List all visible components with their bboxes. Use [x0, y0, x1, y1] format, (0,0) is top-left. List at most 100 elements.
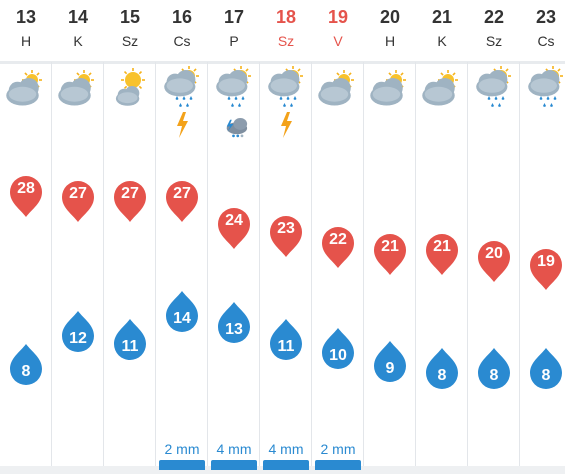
rain-cloud-icon — [521, 66, 565, 146]
min-temperature-value: 9 — [385, 360, 395, 377]
precipitation-amount: 4 mm — [268, 441, 304, 457]
sun-cloud-icon — [105, 66, 155, 146]
min-temperature-marker: 8 — [527, 346, 565, 394]
min-temperature-marker: 8 — [423, 346, 461, 394]
min-temperature-marker: 12 — [59, 309, 97, 357]
precipitation-bar — [315, 460, 361, 470]
max-temperature-value: 27 — [173, 185, 191, 202]
day-column[interactable]: 21 K 21 8 — [416, 0, 468, 474]
column-separator — [363, 62, 364, 466]
min-temperature-value: 12 — [69, 330, 87, 347]
day-column[interactable]: 22 Sz 20 8 — [468, 0, 520, 474]
max-temperature-marker: 22 — [319, 222, 357, 270]
day-column[interactable]: 16 Cs 27 14 2 mm — [156, 0, 208, 474]
max-temperature-marker: 20 — [475, 236, 513, 284]
partly-cloudy-icon — [53, 66, 103, 146]
day-number: 21 — [431, 7, 453, 27]
min-temperature-marker: 8 — [475, 346, 513, 394]
day-number: 14 — [67, 7, 89, 27]
min-temperature-value: 8 — [437, 367, 447, 384]
max-temperature-value: 23 — [277, 220, 295, 237]
day-number: 20 — [379, 7, 401, 27]
column-separator — [155, 62, 156, 466]
max-temperature-value: 20 — [485, 245, 503, 262]
precipitation-amount: 2 mm — [320, 441, 356, 457]
max-temperature-marker: 19 — [527, 244, 565, 292]
day-number: 19 — [327, 7, 349, 27]
max-temperature-marker: 28 — [7, 171, 45, 219]
day-column[interactable]: 15 Sz 27 11 — [104, 0, 156, 474]
day-of-week: Cs — [173, 33, 191, 49]
day-number: 22 — [483, 7, 505, 27]
min-temperature-marker: 14 — [163, 289, 201, 337]
day-number: 23 — [535, 7, 557, 27]
day-column[interactable]: 19 V 22 10 2 mm — [312, 0, 364, 474]
column-separator — [207, 62, 208, 466]
partly-cloudy-icon — [365, 66, 415, 146]
day-column[interactable]: 18 Sz 23 11 4 mm — [260, 0, 312, 474]
precipitation-amount: 4 mm — [216, 441, 252, 457]
min-temperature-value: 8 — [489, 367, 499, 384]
day-number: 15 — [119, 7, 141, 27]
max-temperature-value: 28 — [17, 180, 35, 197]
min-temperature-value: 11 — [277, 338, 295, 355]
day-of-week: Sz — [485, 33, 503, 49]
max-temperature-value: 27 — [121, 185, 139, 202]
max-temperature-value: 19 — [537, 253, 555, 270]
max-temperature-marker: 27 — [163, 176, 201, 224]
min-temperature-marker: 11 — [111, 317, 149, 365]
column-separator — [51, 62, 52, 466]
day-of-week: H — [384, 33, 396, 49]
max-temperature-value: 21 — [433, 238, 451, 255]
day-column[interactable]: 23 Cs 19 8 — [520, 0, 565, 474]
max-temperature-marker: 21 — [423, 229, 461, 277]
day-column[interactable]: 20 H 21 9 — [364, 0, 416, 474]
max-temperature-value: 22 — [329, 231, 347, 248]
max-temperature-value: 27 — [69, 185, 87, 202]
min-temperature-value: 13 — [225, 321, 243, 338]
column-separator — [519, 62, 520, 466]
precipitation-bar — [263, 460, 309, 470]
precipitation-amount: 2 mm — [164, 441, 200, 457]
day-of-week: V — [333, 33, 343, 49]
column-separator — [259, 62, 260, 466]
column-separator — [103, 62, 104, 466]
day-number: 17 — [223, 7, 245, 27]
max-temperature-value: 24 — [225, 212, 243, 229]
min-temperature-marker: 13 — [215, 300, 253, 348]
partly-cloudy-icon — [417, 66, 467, 146]
max-temperature-marker: 27 — [111, 176, 149, 224]
min-temperature-value: 11 — [121, 338, 139, 355]
day-number: 16 — [171, 7, 193, 27]
min-temperature-marker: 10 — [319, 326, 357, 374]
precipitation-bar — [211, 460, 257, 470]
footer-divider — [0, 466, 565, 474]
day-of-week: Cs — [537, 33, 555, 49]
max-temperature-marker: 23 — [267, 211, 305, 259]
min-temperature-value: 14 — [173, 310, 191, 327]
min-temperature-marker: 11 — [267, 317, 305, 365]
column-separator — [467, 62, 468, 466]
rain-thunder-icon — [157, 66, 207, 146]
max-temperature-marker: 21 — [371, 229, 409, 277]
day-number: 18 — [275, 7, 297, 27]
precipitation-bar — [159, 460, 205, 470]
day-of-week: Sz — [277, 33, 295, 49]
day-column[interactable]: 17 P 24 13 4 mm — [208, 0, 260, 474]
rain-hail-storm-icon — [209, 66, 259, 146]
day-of-week: Sz — [121, 33, 139, 49]
header-divider — [0, 61, 565, 64]
day-number: 13 — [15, 7, 37, 27]
day-column[interactable]: 14 K 27 12 — [52, 0, 104, 474]
min-temperature-value: 10 — [329, 347, 347, 364]
max-temperature-marker: 24 — [215, 203, 253, 251]
min-temperature-value: 8 — [21, 363, 31, 380]
min-temperature-value: 8 — [541, 367, 551, 384]
partly-cloudy-icon — [1, 66, 51, 146]
day-of-week: P — [229, 33, 239, 49]
day-of-week: K — [437, 33, 447, 49]
day-column[interactable]: 13 H 28 8 — [0, 0, 52, 474]
rain-cloud-icon — [469, 66, 519, 146]
day-of-week: H — [20, 33, 32, 49]
